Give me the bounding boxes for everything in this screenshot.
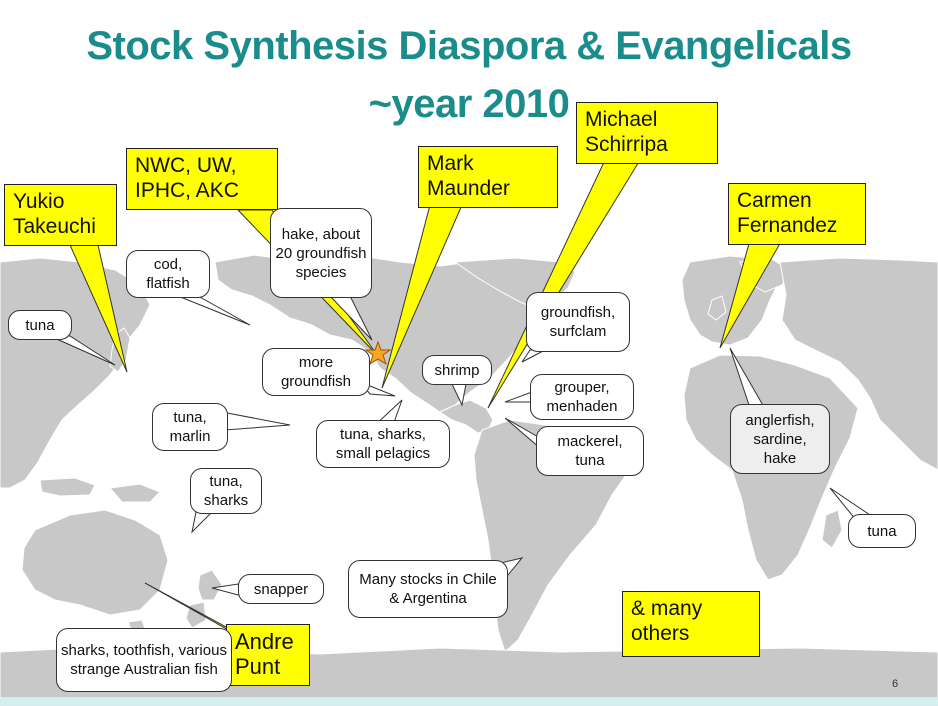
bubble-more-groundfish: more groundfish [262,348,370,396]
callout-michael-schirripa: Michael Schirripa [576,102,718,164]
bubble-hake-groundfish: hake, about 20 groundfish species [270,208,372,298]
bubble-mackerel-tuna: mackerel, tuna [536,426,644,476]
title-line1: Stock Synthesis Diaspora & Evangelicals [86,24,852,68]
title-line2: ~year 2010 [368,82,570,126]
bubble-tuna-sharks-small-pelagics: tuna, sharks, small pelagics [316,420,450,468]
tail-tuna-sharks [191,511,214,534]
bubble-tuna-japan: tuna [8,310,72,340]
australia-landmass [21,509,169,616]
bubble-tuna-indian: tuna [848,514,916,548]
star-marker [364,340,392,366]
asia-west-landmass [779,257,938,471]
new-guinea-landmass [109,483,161,503]
bubble-cod-flatfish: cod, flatfish [126,250,210,298]
bubble-snapper: snapper [238,574,324,604]
bubble-chile-argentina: Many stocks in Chile & Argentina [348,560,508,618]
callout-yukio-takeuchi: Yukio Takeuchi [4,184,117,246]
callout-nwc-uw-iphc-akc: NWC, UW, IPHC, AKC [126,148,278,210]
bottom-bar [0,698,938,706]
bubble-grouper-menhaden: grouper, menhaden [530,374,634,420]
callout-mark-maunder: Mark Maunder [418,146,558,208]
uk-landmass [707,295,727,321]
bubble-tuna-marlin: tuna, marlin [152,403,228,451]
callout-carmen-fernandez: Carmen Fernandez [728,183,866,245]
bubble-australian-fish: sharks, toothfish, various strange Austr… [56,628,232,692]
bubble-anglerfish-sardine-hake: anglerfish, sardine, hake [730,404,830,474]
bubble-tuna-sharks: tuna, sharks [190,468,262,514]
madagascar-landmass [821,509,843,549]
callout-andre-punt: Andre Punt [226,624,310,686]
tail-tuna-marlin [221,411,291,431]
bubble-shrimp: shrimp [422,355,492,385]
tail-grouper [504,391,533,403]
bubble-groundfish-surfclam: groundfish, surfclam [526,292,630,352]
new-zealand-landmass [197,569,223,601]
indonesia-landmass [39,477,96,497]
page-number: 6 [892,678,899,690]
callout-many-others: & many others [622,591,760,657]
tail-cod [177,295,251,326]
